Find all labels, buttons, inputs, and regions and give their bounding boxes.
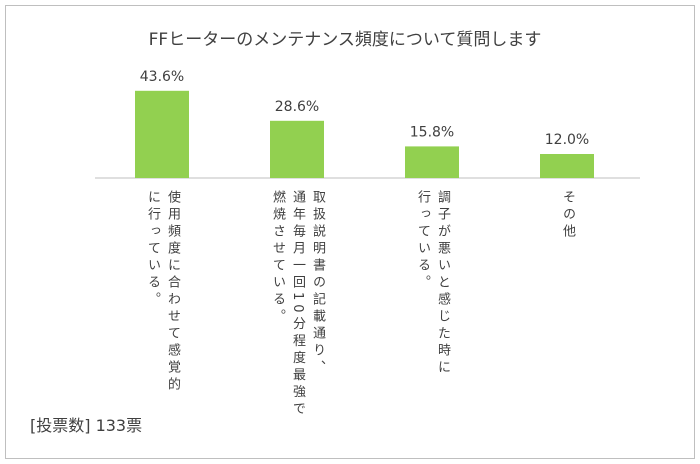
bar <box>405 146 459 178</box>
category-label: 取扱説明書の記載通り、 通年毎月一回10分程度最強で 燃焼させている。 <box>270 190 325 419</box>
value-label: 15.8% <box>410 124 454 140</box>
note: [投票数] 133票 <box>30 416 143 435</box>
value-label: 12.0% <box>545 132 589 148</box>
frame <box>5 5 695 459</box>
category-label: その他 <box>560 190 575 241</box>
chart-title: FFヒーターのメンテナンス頻度について質問します <box>149 30 542 50</box>
bar <box>540 154 594 178</box>
category-label: 調子が悪いと感じた時に 行っている。 <box>415 190 450 377</box>
category-label: 使用頻度に合わせて感覚的 に行っている。 <box>145 190 180 394</box>
bar <box>135 90 189 178</box>
value-label: 28.6% <box>275 99 319 115</box>
bar <box>270 120 324 178</box>
value-label: 43.6% <box>140 69 184 85</box>
